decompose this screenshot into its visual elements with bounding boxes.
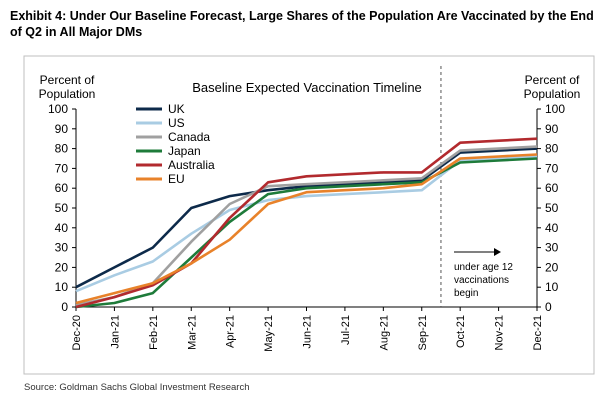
legend-label-australia: Australia bbox=[168, 158, 215, 172]
x-tick-label: Nov-21 bbox=[494, 315, 506, 350]
annotation-line2: vaccinations bbox=[454, 275, 509, 286]
y-tick-label-right: 90 bbox=[545, 122, 559, 136]
x-tick-label: Sep-21 bbox=[417, 315, 429, 350]
annotation-line1: under age 12 bbox=[454, 262, 513, 273]
exhibit-title: Exhibit 4: Under Our Baseline Forecast, … bbox=[10, 9, 594, 39]
series-line-uk bbox=[75, 147, 538, 289]
legend-label-japan: Japan bbox=[168, 144, 201, 158]
chart-frame bbox=[23, 55, 595, 375]
series-line-japan bbox=[75, 157, 538, 309]
x-tick-label: Jan-21 bbox=[109, 315, 121, 349]
y-tick-label-right: 50 bbox=[545, 201, 559, 215]
y-tick-label-left: 90 bbox=[55, 122, 69, 136]
y-tick-label-left: 0 bbox=[61, 300, 68, 314]
y-tick-label-left: 30 bbox=[55, 241, 69, 255]
x-tick-label: Jul-21 bbox=[340, 315, 352, 345]
y-tick-label-right: 60 bbox=[545, 181, 559, 195]
series-line-australia bbox=[75, 137, 538, 309]
annotation-arrow-head bbox=[494, 248, 501, 256]
x-tick-label: Dec-20 bbox=[71, 315, 83, 350]
legend-label-uk: UK bbox=[168, 102, 185, 116]
y-tick-label-right: 80 bbox=[545, 142, 559, 156]
y-tick-label-right: 0 bbox=[545, 300, 552, 314]
y-tick-label-left: 40 bbox=[55, 221, 69, 235]
x-tick-label: Aug-21 bbox=[378, 315, 390, 350]
chart-title: Baseline Expected Vaccination Timeline bbox=[192, 80, 422, 95]
y-axis-label-right-line1: Percent of bbox=[525, 73, 580, 87]
y-tick-label-left: 20 bbox=[55, 260, 69, 274]
y-tick-label-right: 100 bbox=[545, 102, 565, 116]
y-tick-label-left: 100 bbox=[48, 102, 68, 116]
y-tick-label-left: 60 bbox=[55, 181, 69, 195]
y-tick-label-left: 70 bbox=[55, 161, 69, 175]
y-tick-label-right: 30 bbox=[545, 241, 559, 255]
legend-label-canada: Canada bbox=[168, 130, 210, 144]
x-tick-label: Feb-21 bbox=[148, 315, 160, 350]
y-tick-label-left: 10 bbox=[55, 280, 69, 294]
legend-label-us: US bbox=[168, 116, 185, 130]
y-tick-label-left: 50 bbox=[55, 201, 69, 215]
y-tick-label-right: 20 bbox=[545, 260, 559, 274]
series-line-eu bbox=[75, 153, 538, 305]
x-tick-label: Apr-21 bbox=[225, 315, 237, 348]
y-axis-label-right-line2: Population bbox=[524, 87, 581, 101]
x-tick-label: May-21 bbox=[263, 315, 275, 352]
y-tick-label-right: 40 bbox=[545, 221, 559, 235]
y-axis-label-left-line1: Percent of bbox=[40, 73, 95, 87]
source-note: Source: Goldman Sachs Global Investment … bbox=[24, 382, 250, 393]
y-axis-label-left-line2: Population bbox=[39, 87, 96, 101]
legend-label-eu: EU bbox=[168, 172, 185, 186]
x-tick-label: Jun-21 bbox=[302, 315, 314, 349]
annotation-line3: begin bbox=[454, 288, 478, 299]
y-tick-label-right: 70 bbox=[545, 161, 559, 175]
y-tick-label-left: 80 bbox=[55, 142, 69, 156]
x-tick-label: Dec-21 bbox=[532, 315, 544, 350]
x-tick-label: Mar-21 bbox=[186, 315, 198, 350]
x-tick-label: Oct-21 bbox=[455, 315, 467, 348]
series-line-us bbox=[75, 155, 538, 293]
y-tick-label-right: 10 bbox=[545, 280, 559, 294]
